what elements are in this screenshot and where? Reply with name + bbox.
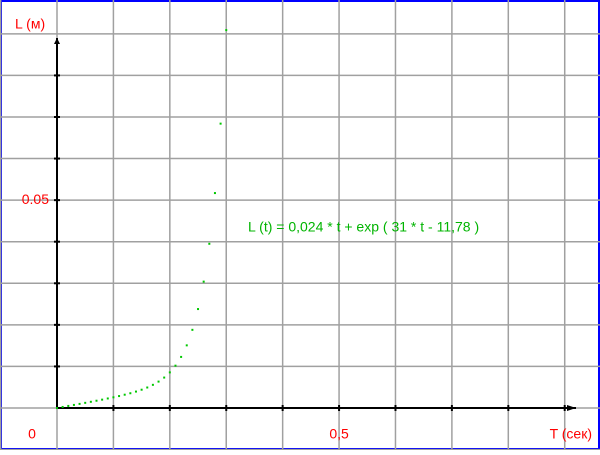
point [123,393,126,396]
point [67,404,70,407]
point [185,344,188,347]
point [174,364,177,367]
point [78,402,81,405]
point [106,397,109,400]
point [72,403,75,406]
y-tick-label: 0.05 [22,191,49,207]
point [213,192,216,195]
point [84,401,87,404]
x-axis-arrow [567,405,576,411]
point [157,380,160,383]
point [129,392,132,395]
point [56,407,58,409]
point [89,400,92,403]
point [118,395,121,398]
y-axis-label: L (м) [15,16,45,32]
point [219,122,222,125]
point [197,308,200,311]
point [208,242,211,245]
point [151,383,154,386]
point [112,396,115,399]
point [202,280,205,283]
point [225,29,228,32]
point [146,386,149,389]
x-tick-label: 0,5 [329,426,349,442]
y-axis-arrow [54,38,60,44]
point [168,371,171,374]
point [95,399,98,402]
point [163,376,166,379]
point [101,398,104,401]
point [61,405,64,408]
point [180,355,183,358]
axes: 0 0,5 0.05 [22,38,576,442]
x-axis-label: T (сек) [550,426,592,442]
marks [56,29,228,409]
equation: L (t) = 0,024 * t + exp ( 31 * t - 11,78… [248,219,479,235]
point [134,390,137,393]
x-tick-label: 0 [28,426,36,442]
point [140,388,143,391]
point [191,328,194,331]
